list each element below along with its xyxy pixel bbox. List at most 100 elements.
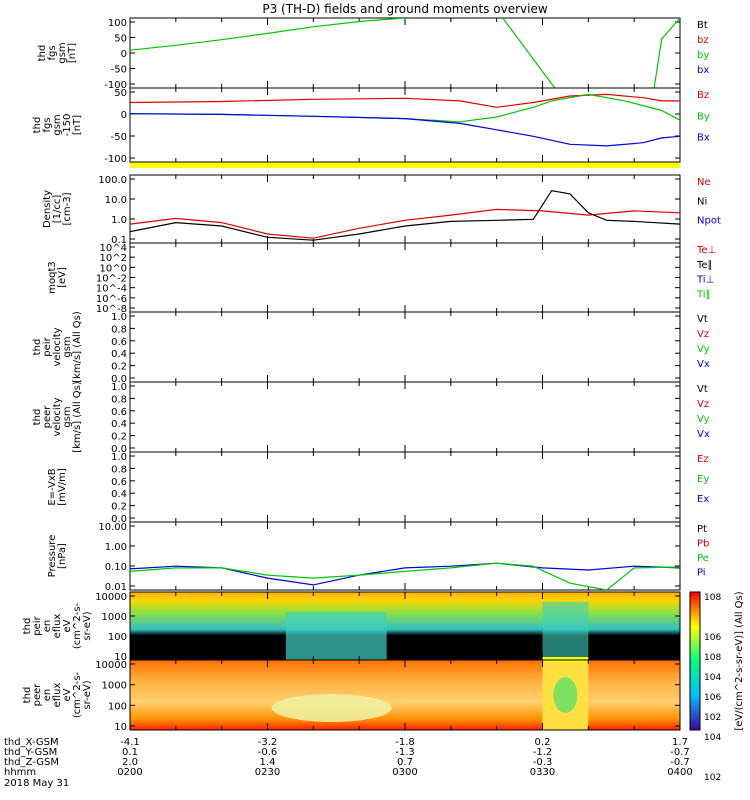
y-axis-label: peir	[32, 615, 43, 635]
y-tick-label: 100.0	[98, 175, 127, 186]
y-axis-label: thd	[32, 339, 43, 356]
plot-title: P3 (TH-D) fields and ground moments over…	[262, 2, 548, 16]
legend-entry: By	[697, 111, 710, 122]
panel-frame	[129, 17, 681, 89]
ephemeris-row-label: thd_Y-GSM	[4, 747, 57, 758]
ephemeris-value: -4.1	[120, 737, 140, 748]
legend-entry: Pt	[697, 524, 707, 535]
y-axis-label: Pressure	[47, 535, 58, 578]
y-tick-label: 0.6	[111, 477, 127, 488]
ephemeris-value: -0.7	[670, 747, 690, 758]
ephemeris-row-label: thd_X-GSM	[4, 737, 59, 748]
y-axis-label: eflux	[52, 614, 63, 639]
y-tick-label: 10^4	[100, 243, 127, 254]
colorbar-scale	[689, 591, 701, 731]
y-axis-label: peer	[32, 683, 43, 707]
y-axis-label: gsm	[62, 406, 73, 427]
series-line-Pe	[130, 562, 680, 590]
colorbar-tick-label: 106	[704, 633, 721, 643]
y-tick-label: 1.0	[111, 382, 127, 393]
series-line-Ni	[130, 189, 680, 241]
ephemeris-value: 0.2	[535, 737, 551, 748]
legend-entry: Bz	[697, 90, 709, 101]
y-axis-label: (cm^2-s-	[72, 671, 83, 718]
ephemeris-value: -3.2	[258, 737, 278, 748]
y-axis-label: gsm	[57, 42, 68, 63]
y-tick-label: -50	[111, 132, 127, 143]
ephemeris-value: 2.0	[122, 757, 138, 768]
panel-efield: 1.00.8 0.60.4 0.20.0 E=-VxB [mV/m] Ez Ey Ex	[47, 451, 709, 525]
y-axis-label: en	[42, 689, 53, 702]
y-axis-label: -150	[62, 114, 73, 137]
legend-entry: bx	[697, 65, 709, 76]
y-tick-label: 0.8	[111, 324, 127, 335]
series-line-Bx	[130, 113, 680, 147]
y-axis-label: E=-VxB	[47, 468, 58, 505]
peer-spectrogram	[130, 660, 680, 730]
y-axis-label: thd	[32, 117, 43, 134]
ephemeris-row-label: hhmm	[4, 767, 36, 778]
panel-peer_velocity: 1.00.8 0.60.4 0.20.0 thd peer velocity gsm [km/…	[32, 381, 710, 455]
y-axis-label: [eV]	[57, 267, 68, 288]
y-tick-label: 0.10	[105, 562, 127, 573]
panel-fgs_gsm_zoom: 50 0 -50 -100 thd fgs gsm -150 [nT] Bz By Bx	[32, 87, 710, 165]
yellow-status-bar	[130, 162, 680, 168]
y-axis-label: [cm-3]	[62, 192, 73, 225]
date-label: 2018 May 31	[4, 778, 69, 789]
y-tick-label: 1.0	[111, 452, 127, 463]
y-axis-label: thd	[22, 687, 33, 704]
legend-entry: Pb	[697, 539, 709, 550]
colorbar-tick-label: 104	[704, 673, 721, 683]
y-axis-label: eV	[62, 619, 73, 632]
ephemeris-value: 1.4	[260, 757, 276, 768]
y-tick-label: 10000	[95, 592, 127, 603]
panel-frame	[129, 381, 681, 453]
ephemeris-value: -1.3	[395, 747, 415, 758]
y-tick-label: 1000	[102, 681, 127, 692]
legend-entry: Vy	[697, 414, 710, 425]
y-tick-label: 1.0	[111, 312, 127, 323]
y-axis-label: [mV/m]	[57, 468, 68, 506]
ephemeris-value: 0.1	[122, 747, 138, 758]
y-tick-label: 10	[114, 722, 127, 733]
ephemeris-value: 0.7	[397, 757, 413, 768]
y-tick-label: 10.00	[98, 522, 127, 533]
panel-fgs_gsm: 100 50 0 -50 -100 thd fgs gsm [nT] Bt bz by bx	[37, 17, 709, 91]
ephemeris-value: 0200	[117, 767, 142, 778]
series-line-Bz	[130, 93, 680, 108]
legend-entry: Ez	[697, 454, 709, 465]
legend-entry: Vz	[697, 399, 709, 410]
y-tick-label: 0.0	[111, 374, 127, 385]
legend-entry: Ey	[697, 474, 709, 485]
legend-entry: Te⊥	[696, 245, 716, 256]
peir-spectrogram	[130, 592, 680, 660]
ephemeris-value: -0.6	[258, 747, 278, 758]
ephemeris-row-label: thd_Z-GSM	[4, 757, 59, 768]
y-axis-label: gsm	[52, 114, 63, 135]
y-tick-label: 0.6	[111, 407, 127, 418]
ephemeris-value: -0.3	[533, 757, 553, 768]
legend-entry: Ti⊥	[696, 275, 714, 286]
y-axis-label: [km/s] (All Qs)	[72, 381, 83, 453]
y-tick-label: 10^0	[100, 263, 127, 274]
legend-entry: Vt	[697, 314, 708, 325]
y-tick-label: 0.2	[111, 502, 127, 513]
colorbar-tick-label: 108	[704, 593, 721, 603]
y-axis-label: moqt3	[47, 261, 58, 294]
y-tick-label: 1.00	[105, 542, 127, 553]
y-axis-label: sr-eV)	[82, 611, 93, 640]
y-tick-label: 100	[108, 18, 127, 29]
peir-spectrogram-feature	[542, 602, 589, 660]
y-tick-label: 0.01	[105, 582, 127, 593]
colorbar-label: [eV/(cm^2-s-sr-eV)] (All Qs)	[734, 591, 745, 730]
peer-spectrogram-feature	[553, 677, 578, 713]
y-axis-label: thd	[22, 618, 33, 635]
legend-entry: Ni	[697, 196, 707, 207]
ephemeris-value: -1.8	[395, 737, 415, 748]
y-axis-label: velocity	[52, 397, 63, 436]
legend-entry: bz	[697, 35, 709, 46]
panel-moqt3: 10^410^210^010^-210^-410^-610^-8 moqt3 [eV…	[47, 242, 716, 315]
y-tick-label: 0.0	[111, 514, 127, 525]
colorbar: 108 108 106 106 104 104 102 102 [eV/(cm^2-s-sr-e…	[689, 591, 745, 783]
